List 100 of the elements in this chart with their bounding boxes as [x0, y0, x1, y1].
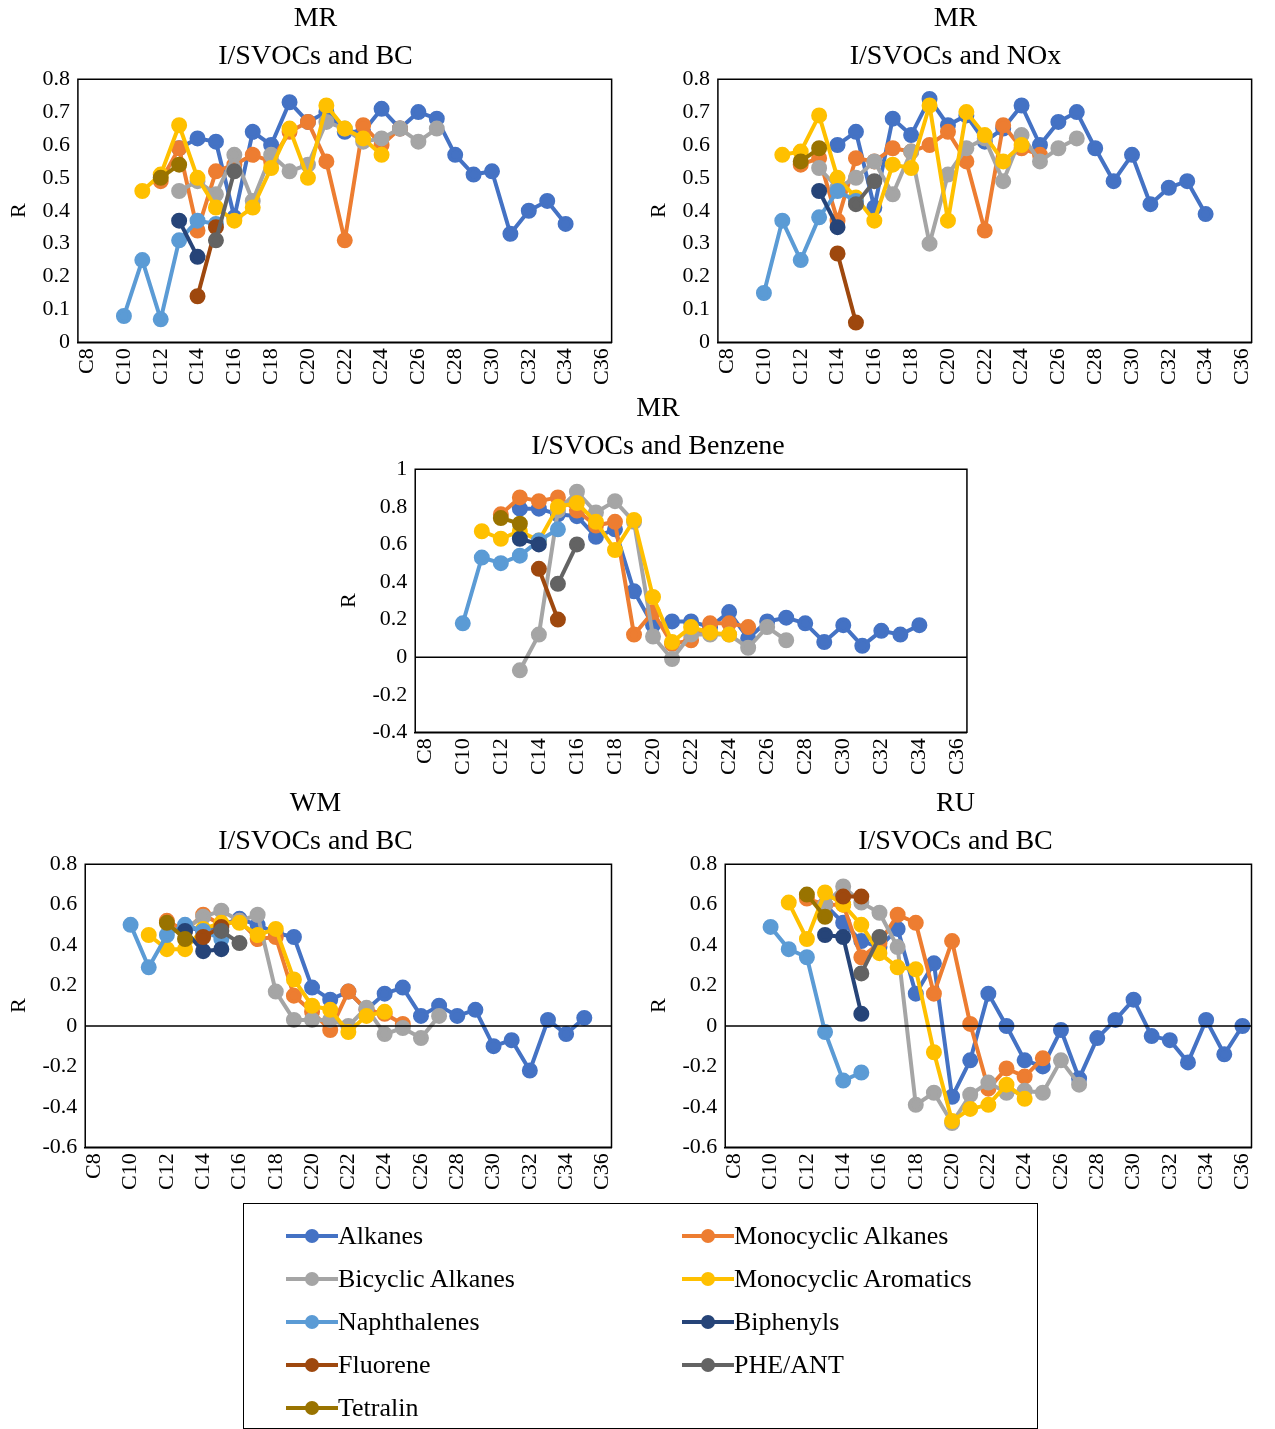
- x-tick-label: C26: [1046, 1153, 1072, 1191]
- x-tick-label: C28: [440, 348, 466, 386]
- x-tick-label: C30: [1117, 348, 1143, 386]
- x-tick-label: C18: [896, 348, 922, 386]
- x-tick-label: C12: [486, 738, 512, 776]
- x-tick-label: C8: [72, 348, 98, 375]
- x-tick-label: C10: [749, 348, 775, 386]
- y-tick-label: -0.4: [42, 1092, 78, 1118]
- x-tick-label: C32: [1154, 348, 1180, 386]
- x-tick-label: C12: [152, 1153, 178, 1191]
- x-tick-label: C30: [1119, 1153, 1145, 1191]
- x-tick-label: C22: [970, 348, 996, 386]
- y-tick-label: 0: [706, 1011, 718, 1037]
- x-tick-label: C20: [297, 1153, 323, 1191]
- x-tick-label: C26: [1044, 348, 1070, 386]
- x-tick-label: C8: [410, 738, 436, 765]
- x-tick-label: C24: [1010, 1153, 1036, 1191]
- y-tick-label: 0.8: [379, 492, 408, 518]
- y-tick-label: 0.4: [682, 196, 710, 222]
- y-tick-label: -0.4: [682, 1092, 718, 1118]
- y-tick-label: 0.5: [682, 163, 710, 189]
- x-tick-label: C28: [791, 738, 817, 776]
- legend-label: Biphenyls: [734, 1306, 840, 1337]
- x-tick-label: C22: [974, 1153, 1000, 1191]
- y-tick-label: 0.2: [689, 971, 718, 997]
- y-tick-label: 0.7: [682, 97, 710, 123]
- x-tick-label: C8: [720, 1153, 746, 1180]
- legend-label: Alkanes: [338, 1220, 424, 1251]
- y-tick-label: -0.6: [682, 1133, 718, 1159]
- x-tick-label: C18: [901, 1153, 927, 1191]
- x-tick-label: C14: [183, 348, 209, 386]
- y-tick-label: 0.8: [682, 64, 710, 90]
- y-tick-label: 0.2: [682, 262, 710, 288]
- legend-label: PHE/ANT: [734, 1349, 844, 1380]
- x-tick-label: C32: [514, 348, 540, 386]
- x-tick-label: C10: [756, 1153, 782, 1191]
- x-tick-label: C10: [109, 348, 135, 386]
- x-tick-label: C18: [261, 1153, 287, 1191]
- x-tick-label: C36: [588, 1153, 614, 1191]
- x-tick-label: C36: [588, 348, 614, 386]
- chart-title: MR: [293, 1, 338, 33]
- y-axis-title: R: [334, 593, 360, 609]
- x-tick-label: C20: [293, 348, 319, 386]
- y-tick-label: 0.2: [42, 262, 70, 288]
- y-tick-label: 0.6: [689, 890, 718, 916]
- x-tick-label: C20: [638, 738, 664, 776]
- y-tick-label: 0: [698, 328, 710, 354]
- x-tick-label: C8: [712, 348, 738, 375]
- x-tick-label: C16: [860, 348, 886, 386]
- x-tick-label: C34: [1191, 1153, 1217, 1191]
- y-tick-label: 0.8: [689, 849, 718, 875]
- x-tick-label: C12: [786, 348, 812, 386]
- legend-label: Monocyclic Alkanes: [734, 1220, 949, 1251]
- legend-label: Tetralin: [338, 1392, 419, 1423]
- x-tick-label: C14: [823, 348, 849, 386]
- x-tick-label: C18: [600, 738, 626, 776]
- y-tick-label: 0.6: [682, 130, 710, 156]
- y-tick-label: 0.3: [42, 229, 70, 255]
- x-tick-label: C14: [828, 1153, 854, 1191]
- y-tick-label: 0.6: [49, 890, 78, 916]
- legend-label: Monocyclic Aromatics: [734, 1263, 972, 1294]
- y-tick-label: 0.2: [379, 605, 408, 631]
- chart-subtitle: I/SVOCs and BC: [218, 38, 413, 70]
- y-tick-label: -0.6: [42, 1133, 78, 1159]
- x-tick-label: C16: [562, 738, 588, 776]
- x-tick-label: C10: [116, 1153, 142, 1191]
- x-tick-label: C32: [1155, 1153, 1181, 1191]
- x-tick-label: C24: [370, 1153, 396, 1191]
- y-tick-label: 1: [396, 454, 408, 480]
- y-tick-label: 0: [396, 642, 408, 668]
- y-tick-label: 0.4: [379, 567, 408, 593]
- chart-subtitle: I/SVOCs and NOx: [849, 38, 1062, 70]
- y-tick-label: -0.2: [42, 1052, 78, 1078]
- x-tick-label: C18: [256, 348, 282, 386]
- x-tick-label: C24: [367, 348, 393, 386]
- x-tick-label: C36: [943, 738, 969, 776]
- y-tick-label: 0.1: [682, 295, 710, 321]
- y-axis-title: R: [644, 998, 670, 1014]
- chart-title: MR: [636, 391, 681, 423]
- legend-label: Naphthalenes: [338, 1306, 480, 1337]
- y-tick-label: 0: [58, 328, 70, 354]
- chart-title: RU: [936, 786, 975, 818]
- x-tick-label: C34: [1191, 348, 1217, 386]
- x-tick-label: C36: [1228, 1153, 1254, 1191]
- y-axis-title: R: [4, 998, 30, 1014]
- chart-title: WM: [289, 786, 342, 818]
- y-tick-label: 0.2: [49, 971, 78, 997]
- x-tick-label: C34: [905, 738, 931, 776]
- x-tick-label: C30: [829, 738, 855, 776]
- x-tick-label: C14: [524, 738, 550, 776]
- chart-subtitle: I/SVOCs and BC: [218, 823, 413, 855]
- y-tick-label: 0.4: [42, 196, 70, 222]
- y-tick-label: 0.7: [42, 97, 70, 123]
- x-tick-label: C30: [479, 1153, 505, 1191]
- x-tick-label: C26: [406, 1153, 432, 1191]
- x-tick-label: C34: [551, 348, 577, 386]
- y-axis-title: R: [644, 203, 670, 219]
- y-tick-label: 0.4: [689, 930, 718, 956]
- x-tick-label: C26: [752, 738, 778, 776]
- y-tick-label: 0: [66, 1011, 78, 1037]
